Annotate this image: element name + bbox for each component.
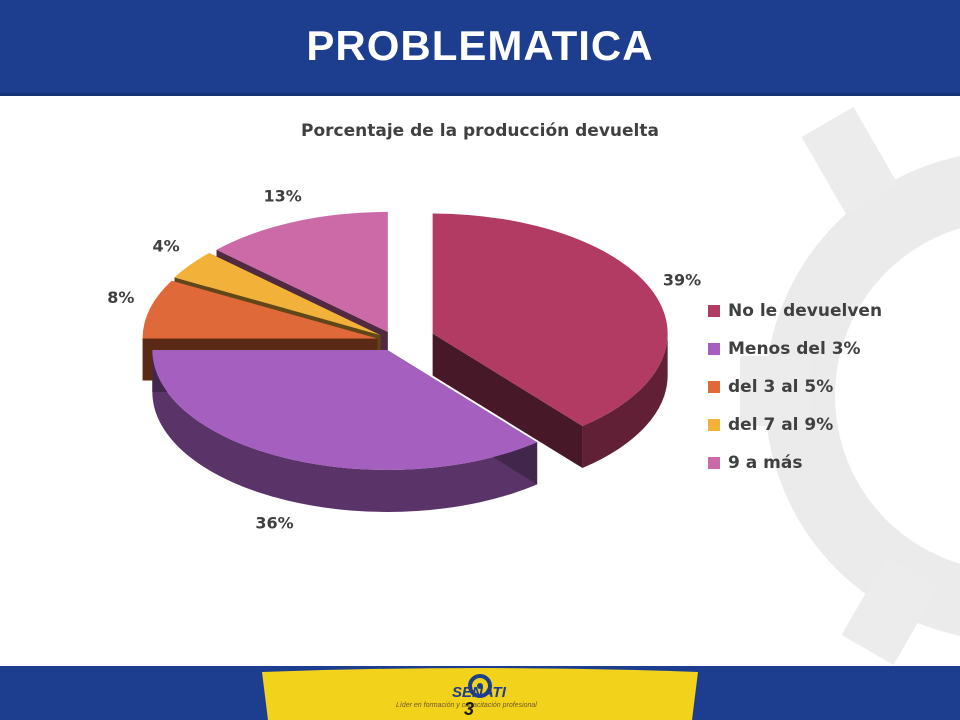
logo-tagline: Líder en formación y capacitación profes… <box>396 702 537 709</box>
pie-slice-side <box>582 333 668 469</box>
pie-slice <box>174 253 381 336</box>
legend-label: No le devuelven <box>728 301 883 321</box>
legend-item: No le devuelven <box>708 292 882 330</box>
logo-text: SENATI <box>452 684 506 701</box>
legend-item: Menos del 3% <box>708 330 882 368</box>
chart-title: Porcentaje de la producción devuelta <box>301 121 659 141</box>
pie-data-labels: 13% 4% 39% 8% 36% <box>107 187 701 533</box>
slide-title: PROBLEMATICA <box>306 22 654 69</box>
legend-item: del 3 al 5% <box>708 368 882 406</box>
senati-gear-logo <box>468 674 492 698</box>
slide-header: PROBLEMATICA <box>0 0 960 96</box>
legend-swatch <box>708 343 720 355</box>
legend-label: del 3 al 5% <box>728 377 834 397</box>
pie-data-label: 39% <box>663 270 701 289</box>
legend-item: 9 a más <box>708 444 882 482</box>
pie-slices <box>142 211 668 512</box>
legend-label: del 7 al 9% <box>728 415 834 435</box>
pie-slice <box>216 211 388 332</box>
legend-swatch <box>708 305 720 317</box>
legend-label: Menos del 3% <box>728 339 861 359</box>
pie-data-label: 36% <box>255 513 293 532</box>
pie-slice-edge <box>432 333 583 469</box>
legend-item: del 7 al 9% <box>708 406 882 444</box>
pie-chart: Porcentaje de la producción devuelta 13%… <box>107 121 701 533</box>
pie-data-label: 13% <box>263 187 301 206</box>
pie-slice <box>142 280 378 339</box>
chart-legend: No le devuelven Menos del 3% del 3 al 5%… <box>708 292 882 482</box>
pie-slice-side <box>152 349 538 512</box>
page-number: 3 <box>464 699 475 719</box>
legend-swatch <box>708 381 720 393</box>
gear-watermark <box>740 107 960 665</box>
pie-slice <box>432 213 668 427</box>
legend-label: 9 a más <box>728 453 803 473</box>
slide-footer <box>0 666 960 720</box>
pie-data-label: 8% <box>107 288 134 307</box>
pie-slice <box>152 349 538 470</box>
pie-data-label: 4% <box>152 237 179 256</box>
legend-swatch <box>708 419 720 431</box>
legend-swatch <box>708 457 720 469</box>
